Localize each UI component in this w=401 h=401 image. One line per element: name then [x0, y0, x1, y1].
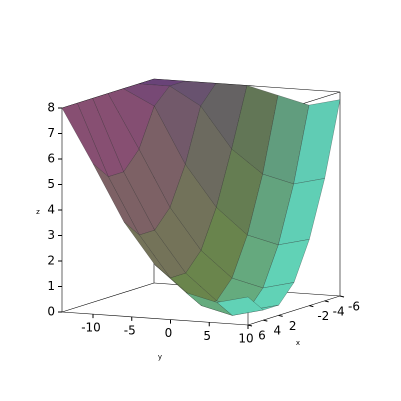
x-tick-label: 6 [258, 329, 266, 343]
y-tick-label: 0 [165, 326, 173, 340]
y-tick-label: -5 [124, 323, 136, 337]
y-tick-label: -10 [81, 321, 101, 335]
z-tick-label: 5 [47, 177, 55, 191]
z-tick-label: 2 [47, 254, 55, 268]
surface-patch [216, 296, 264, 316]
z-tick-label: 1 [47, 279, 55, 293]
y-tick-label: 10 [238, 332, 253, 346]
y-axis-label: y [158, 353, 162, 361]
z-tick-label: 6 [47, 152, 55, 166]
box-edge [61, 282, 155, 313]
z-tick-label: 8 [47, 101, 55, 115]
z-tick-label: 7 [47, 126, 55, 140]
x-tick [309, 305, 314, 308]
x-tick [263, 319, 268, 322]
x-tick-label: -2 [317, 309, 329, 323]
x-tick-label: -6 [348, 300, 360, 314]
x-axis-label: x [296, 339, 300, 347]
z-tick-label: 4 [47, 203, 55, 217]
x-tick-label: 2 [289, 319, 297, 333]
x-tick [278, 314, 283, 317]
z-tick-label: 0 [47, 305, 55, 319]
x-tick-label: 4 [274, 324, 282, 338]
x-tick [247, 324, 253, 327]
y-tick-label: 5 [203, 329, 211, 343]
z-axis-label: z [36, 208, 40, 216]
x-tick [324, 300, 329, 303]
x-tick [339, 295, 345, 298]
z-tick-label: 3 [47, 228, 55, 242]
x-tick-label: -4 [333, 304, 345, 318]
